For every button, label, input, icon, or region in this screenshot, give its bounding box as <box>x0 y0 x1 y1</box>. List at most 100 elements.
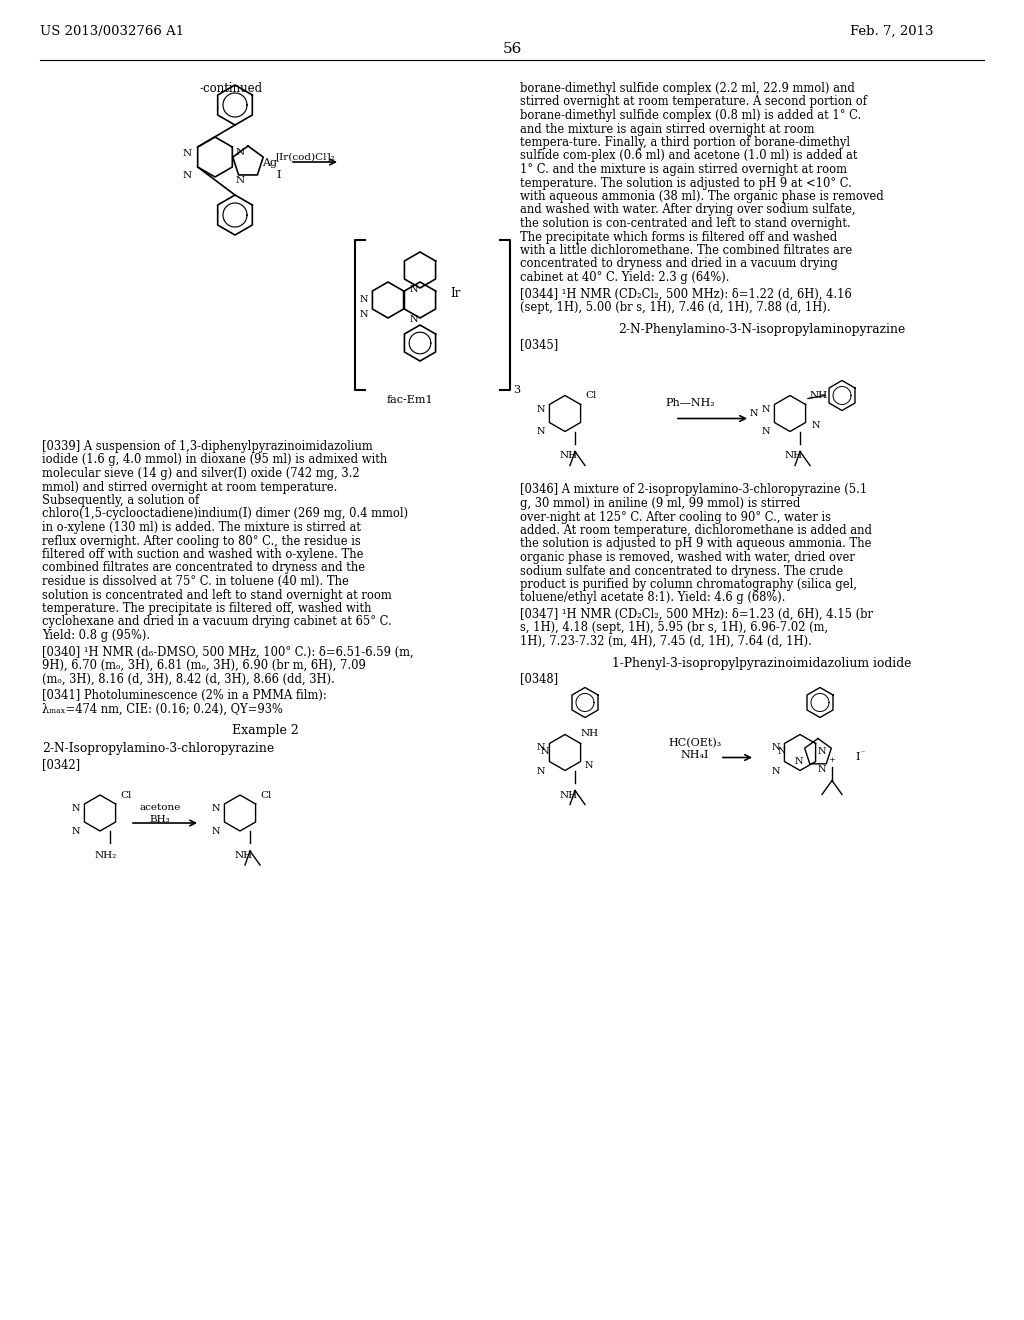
Text: N: N <box>762 404 770 413</box>
Text: NH₄I: NH₄I <box>681 751 710 760</box>
Text: [0345]: [0345] <box>520 338 558 351</box>
Text: residue is dissolved at 75° C. in toluene (40 ml). The: residue is dissolved at 75° C. in toluen… <box>42 576 349 587</box>
Text: solution is concentrated and left to stand overnight at room: solution is concentrated and left to sta… <box>42 589 392 602</box>
Text: NH: NH <box>560 451 579 461</box>
Text: [0339] A suspension of 1,3-diphenylpyrazinoimidazolium: [0339] A suspension of 1,3-diphenylpyraz… <box>42 440 373 453</box>
Text: Subsequently, a solution of: Subsequently, a solution of <box>42 494 200 507</box>
Text: 1H), 7.23-7.32 (m, 4H), 7.45 (d, 1H), 7.64 (d, 1H).: 1H), 7.23-7.32 (m, 4H), 7.45 (d, 1H), 7.… <box>520 635 812 648</box>
Text: and washed with water. After drying over sodium sulfate,: and washed with water. After drying over… <box>520 203 855 216</box>
Text: added. At room temperature, dichloromethane is added and: added. At room temperature, dichlorometh… <box>520 524 872 537</box>
Text: The precipitate which forms is filtered off and washed: The precipitate which forms is filtered … <box>520 231 838 243</box>
Text: [Ir(cod)Cl]₂: [Ir(cod)Cl]₂ <box>275 152 335 161</box>
Text: 2-N-Phenylamino-3-N-isopropylaminopyrazine: 2-N-Phenylamino-3-N-isopropylaminopyrazi… <box>618 322 905 335</box>
Text: sulfide com-plex (0.6 ml) and acetone (1.0 ml) is added at: sulfide com-plex (0.6 ml) and acetone (1… <box>520 149 857 162</box>
Text: N: N <box>778 747 786 756</box>
Text: I: I <box>855 752 859 763</box>
Text: N: N <box>183 149 193 158</box>
Text: product is purified by column chromatography (silica gel,: product is purified by column chromatogr… <box>520 578 857 591</box>
Text: N: N <box>771 767 780 776</box>
Text: N: N <box>541 747 550 756</box>
Text: N: N <box>762 428 770 437</box>
Text: 1° C. and the mixture is again stirred overnight at room: 1° C. and the mixture is again stirred o… <box>520 162 847 176</box>
Text: borane-dimethyl sulfide complex (0.8 ml) is added at 1° C.: borane-dimethyl sulfide complex (0.8 ml)… <box>520 110 861 121</box>
Text: combined filtrates are concentrated to dryness and the: combined filtrates are concentrated to d… <box>42 561 366 574</box>
Text: NH: NH <box>785 451 803 461</box>
Text: NH: NH <box>560 791 579 800</box>
Text: N: N <box>818 764 826 774</box>
Text: s, 1H), 4.18 (sept, 1H), 5.95 (br s, 1H), 6.96-7.02 (m,: s, 1H), 4.18 (sept, 1H), 5.95 (br s, 1H)… <box>520 622 828 635</box>
Text: g, 30 mmol) in aniline (9 ml, 99 mmol) is stirred: g, 30 mmol) in aniline (9 ml, 99 mmol) i… <box>520 498 801 510</box>
Text: N: N <box>795 758 804 767</box>
Text: N: N <box>537 743 545 752</box>
Text: N: N <box>359 294 368 304</box>
Text: and the mixture is again stirred overnight at room: and the mixture is again stirred overnig… <box>520 123 814 136</box>
Text: sodium sulfate and concentrated to dryness. The crude: sodium sulfate and concentrated to dryne… <box>520 565 843 578</box>
Text: acetone: acetone <box>139 803 180 812</box>
Text: [0348]: [0348] <box>520 672 558 685</box>
Text: NH₂: NH₂ <box>95 851 118 861</box>
Text: Cl: Cl <box>120 791 131 800</box>
Text: stirred overnight at room temperature. A second portion of: stirred overnight at room temperature. A… <box>520 95 867 108</box>
Text: over-night at 125° C. After cooling to 90° C., water is: over-night at 125° C. After cooling to 9… <box>520 511 831 524</box>
Text: in o-xylene (130 ml) is added. The mixture is stirred at: in o-xylene (130 ml) is added. The mixtu… <box>42 521 361 535</box>
Text: λₘₐₓ=474 nm, CIE: (0.16; 0.24), QY=93%: λₘₐₓ=474 nm, CIE: (0.16; 0.24), QY=93% <box>42 702 283 715</box>
Text: [0347] ¹H NMR (CD₂Cl₂, 500 MHz): δ=1.23 (d, 6H), 4.15 (br: [0347] ¹H NMR (CD₂Cl₂, 500 MHz): δ=1.23 … <box>520 609 873 620</box>
Text: cyclohexane and dried in a vacuum drying cabinet at 65° C.: cyclohexane and dried in a vacuum drying… <box>42 615 392 628</box>
Text: N: N <box>236 148 245 157</box>
Text: I: I <box>276 170 281 180</box>
Text: N: N <box>72 828 80 836</box>
Text: 56: 56 <box>503 42 521 55</box>
Text: [0346] A mixture of 2-isopropylamino-3-chloropyrazine (5.1: [0346] A mixture of 2-isopropylamino-3-c… <box>520 483 867 496</box>
Text: filtered off with suction and washed with o-xylene. The: filtered off with suction and washed wit… <box>42 548 364 561</box>
Text: chloro(1,5-cyclooctadiene)indium(I) dimer (269 mg, 0.4 mmol): chloro(1,5-cyclooctadiene)indium(I) dime… <box>42 507 409 520</box>
Text: (sept, 1H), 5.00 (br s, 1H), 7.46 (d, 1H), 7.88 (d, 1H).: (sept, 1H), 5.00 (br s, 1H), 7.46 (d, 1H… <box>520 301 830 314</box>
Text: NH: NH <box>810 392 828 400</box>
Text: N: N <box>410 285 419 294</box>
Text: [0341] Photoluminescence (2% in a PMMA film):: [0341] Photoluminescence (2% in a PMMA f… <box>42 689 327 702</box>
Text: US 2013/0032766 A1: US 2013/0032766 A1 <box>40 25 184 38</box>
Text: HC(OEt)₃: HC(OEt)₃ <box>669 738 722 748</box>
Text: 3: 3 <box>513 385 520 395</box>
Text: [0340] ¹H NMR (d₆-DMSO, 500 MHz, 100° C.): δ=6.51-6.59 (m,: [0340] ¹H NMR (d₆-DMSO, 500 MHz, 100° C.… <box>42 645 414 659</box>
Text: temperature. The precipitate is filtered off, washed with: temperature. The precipitate is filtered… <box>42 602 372 615</box>
Text: reflux overnight. After cooling to 80° C., the residue is: reflux overnight. After cooling to 80° C… <box>42 535 360 548</box>
Text: BH₃: BH₃ <box>150 814 170 824</box>
Text: NH: NH <box>234 851 253 861</box>
Text: N: N <box>183 172 193 180</box>
Text: [0344] ¹H NMR (CD₂Cl₂, 500 MHz): δ=1.22 (d, 6H), 4.16: [0344] ¹H NMR (CD₂Cl₂, 500 MHz): δ=1.22 … <box>520 288 852 301</box>
Text: Cl: Cl <box>585 392 596 400</box>
Text: N: N <box>812 421 820 430</box>
Text: [0342]: [0342] <box>42 758 80 771</box>
Text: the solution is adjusted to pH 9 with aqueous ammonia. The: the solution is adjusted to pH 9 with aq… <box>520 537 871 550</box>
Text: Yield: 0.8 g (95%).: Yield: 0.8 g (95%). <box>42 630 151 642</box>
Text: Ph—NH₂: Ph—NH₂ <box>666 399 715 408</box>
Text: 9H), 6.70 (mₒ, 3H), 6.81 (mₒ, 3H), 6.90 (br m, 6H), 7.09: 9H), 6.70 (mₒ, 3H), 6.81 (mₒ, 3H), 6.90 … <box>42 659 366 672</box>
Text: N: N <box>750 408 759 417</box>
Text: toluene/ethyl acetate 8:1). Yield: 4.6 g (68%).: toluene/ethyl acetate 8:1). Yield: 4.6 g… <box>520 591 785 605</box>
Text: organic phase is removed, washed with water, dried over: organic phase is removed, washed with wa… <box>520 550 855 564</box>
Text: N: N <box>818 747 826 755</box>
Text: Example 2: Example 2 <box>231 723 298 737</box>
Text: +: + <box>828 756 835 764</box>
Text: N: N <box>212 804 220 813</box>
Text: Ag: Ag <box>262 158 278 168</box>
Text: with aqueous ammonia (38 ml). The organic phase is removed: with aqueous ammonia (38 ml). The organi… <box>520 190 884 203</box>
Text: with a little dichloromethane. The combined filtrates are: with a little dichloromethane. The combi… <box>520 244 852 257</box>
Text: Cl: Cl <box>260 791 271 800</box>
Text: molecular sieve (14 g) and silver(I) oxide (742 mg, 3.2: molecular sieve (14 g) and silver(I) oxi… <box>42 467 359 480</box>
Text: iodide (1.6 g, 4.0 mmol) in dioxane (95 ml) is admixed with: iodide (1.6 g, 4.0 mmol) in dioxane (95 … <box>42 454 387 466</box>
Text: N: N <box>537 428 545 437</box>
Text: mmol) and stirred overnight at room temperature.: mmol) and stirred overnight at room temp… <box>42 480 337 494</box>
Text: fac-Em1: fac-Em1 <box>387 395 433 405</box>
Text: N: N <box>359 310 368 319</box>
Text: concentrated to dryness and dried in a vacuum drying: concentrated to dryness and dried in a v… <box>520 257 838 271</box>
Text: N: N <box>236 176 245 185</box>
Text: N: N <box>410 315 419 323</box>
Text: Feb. 7, 2013: Feb. 7, 2013 <box>850 25 934 38</box>
Text: 2-N-Isopropylamino-3-chloropyrazine: 2-N-Isopropylamino-3-chloropyrazine <box>42 742 274 755</box>
Text: cabinet at 40° C. Yield: 2.3 g (64%).: cabinet at 40° C. Yield: 2.3 g (64%). <box>520 271 729 284</box>
Text: N: N <box>72 804 80 813</box>
Text: 1-Phenyl-3-isopropylpyrazinoimidazolium iodide: 1-Phenyl-3-isopropylpyrazinoimidazolium … <box>612 656 911 669</box>
Text: borane-dimethyl sulfide complex (2.2 ml, 22.9 mmol) and: borane-dimethyl sulfide complex (2.2 ml,… <box>520 82 855 95</box>
Text: N: N <box>537 767 545 776</box>
